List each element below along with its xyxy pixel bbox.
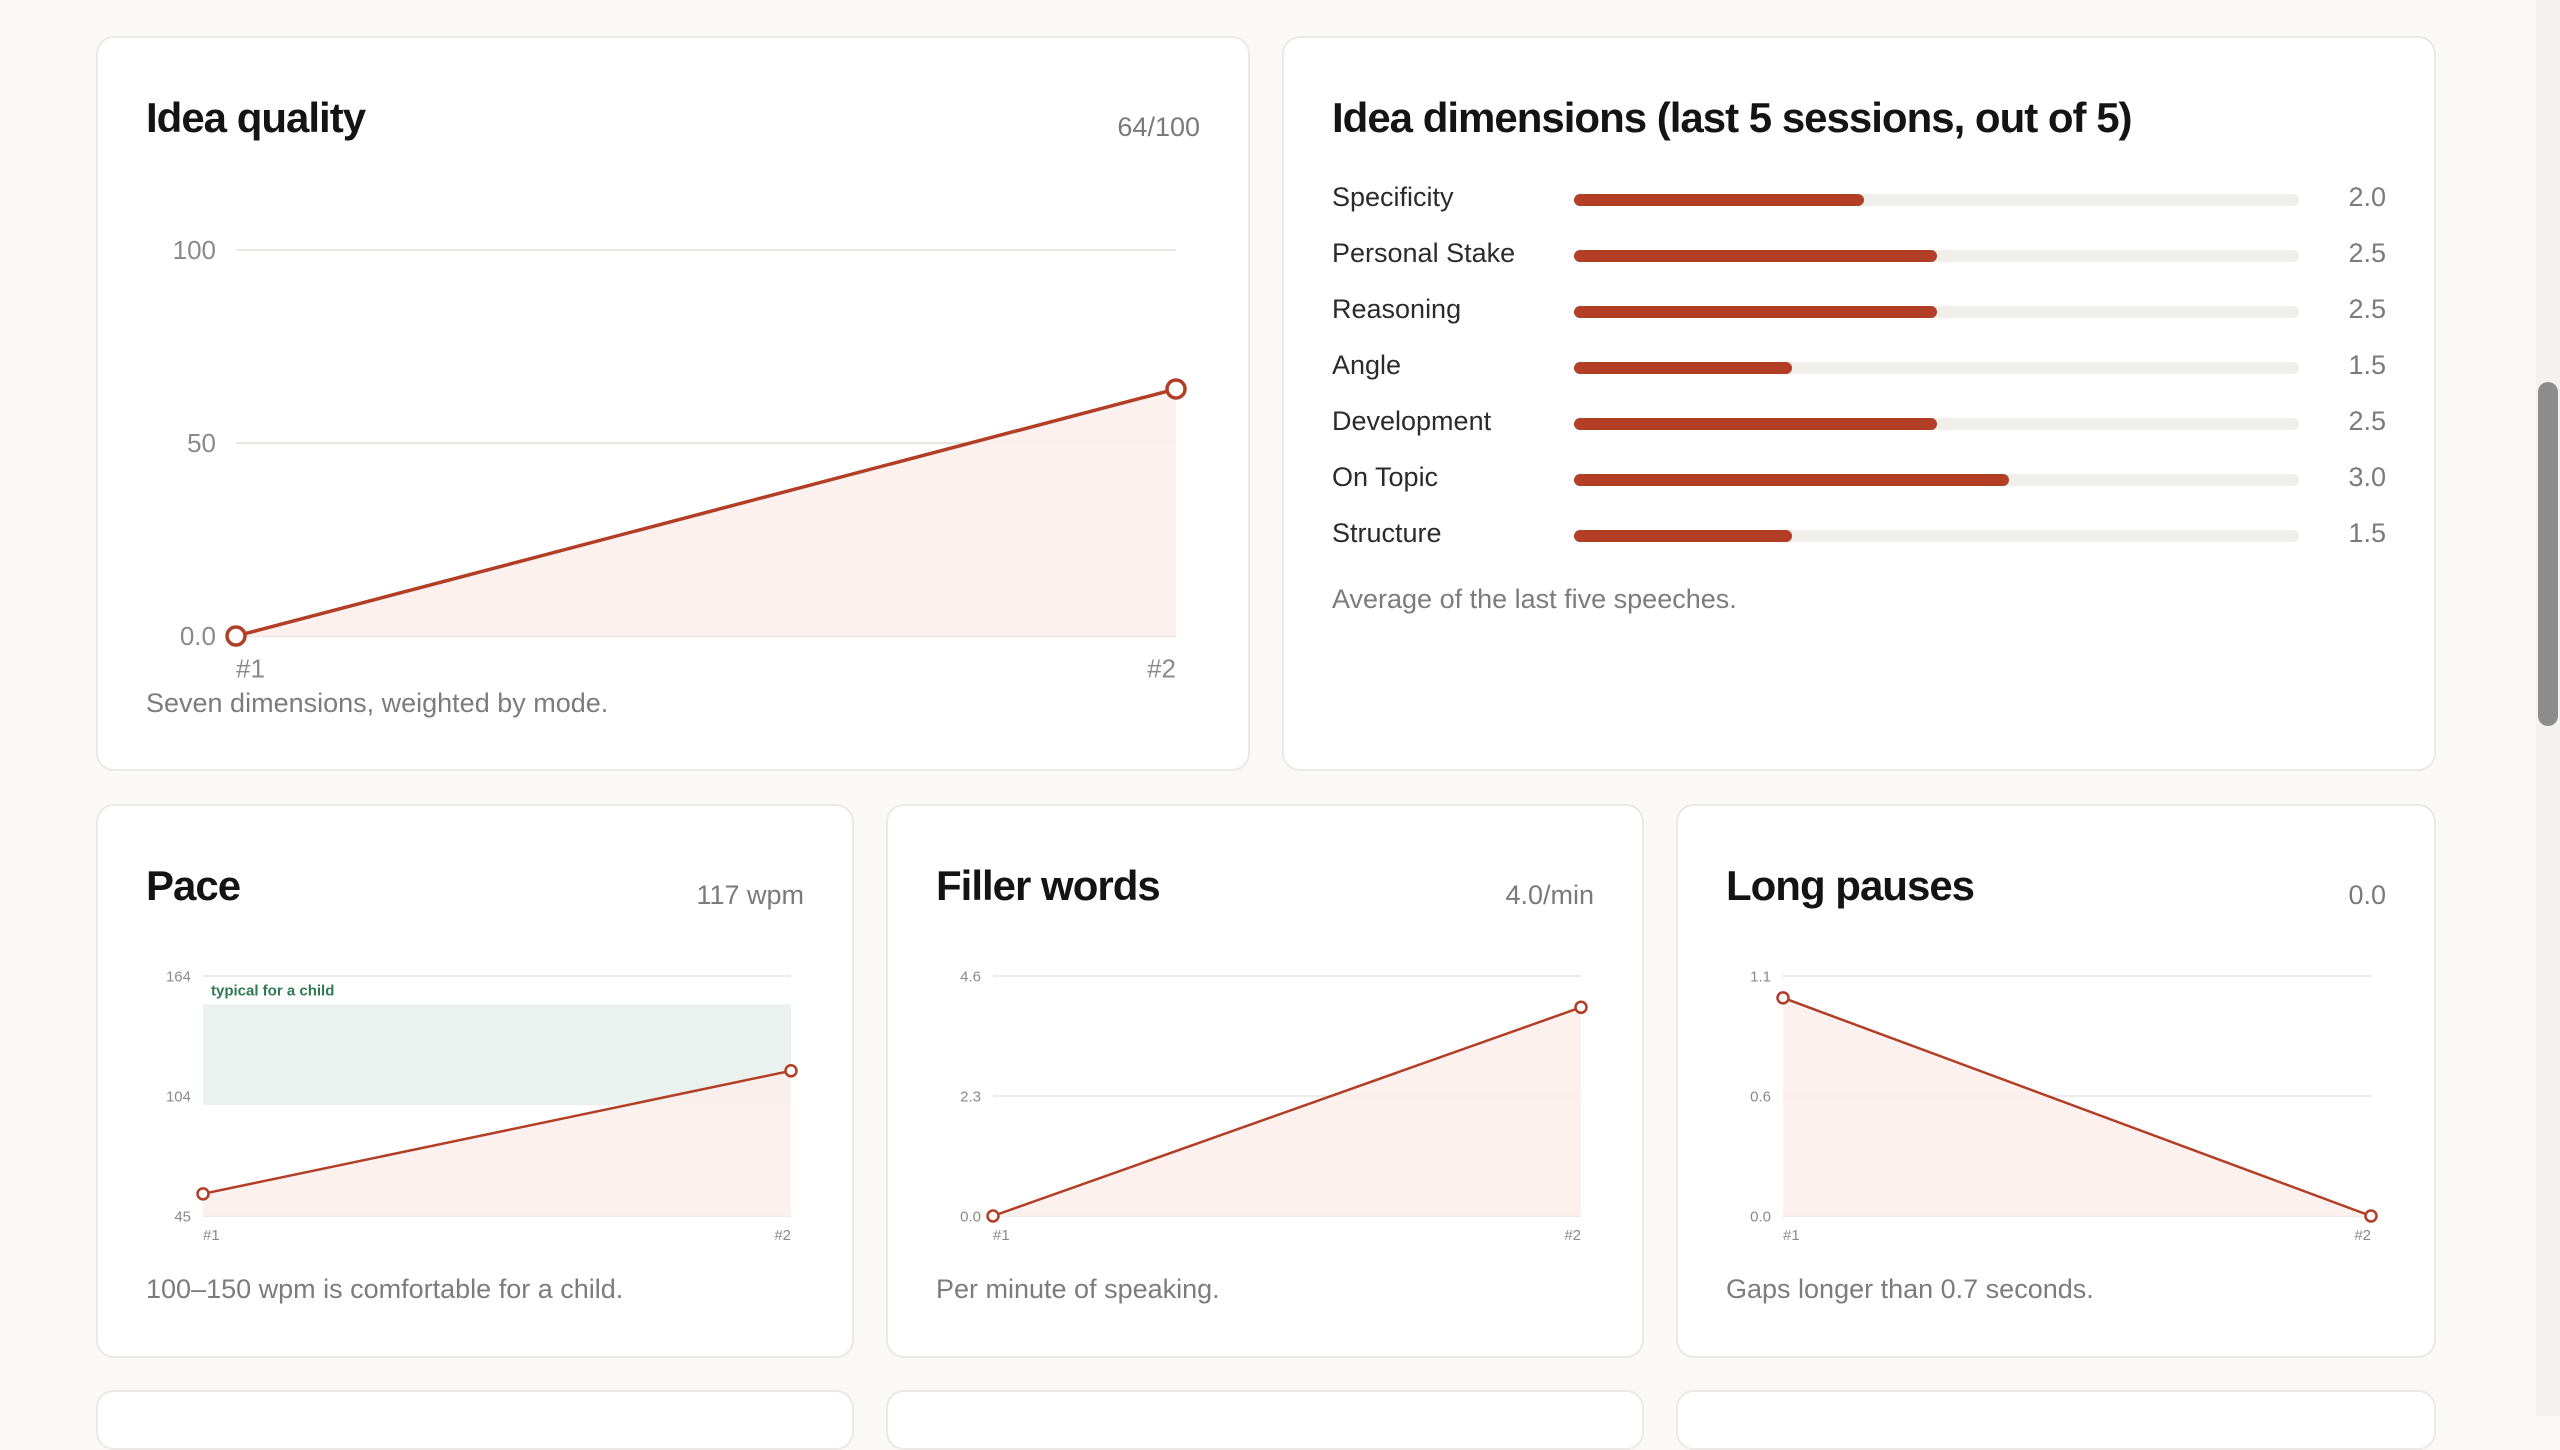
long-pauses-note: Gaps longer than 0.7 seconds.: [1726, 1274, 2094, 1304]
filler-words-chart: 0.0 2.3 4.6 #1 #2: [960, 968, 1588, 1244]
y-tick-label: 4.6: [960, 968, 981, 985]
series-line: [235, 387, 1177, 638]
dimension-label: Specificity: [1332, 182, 1454, 212]
dimension-bar-track: [1574, 418, 2299, 430]
dimension-bar: [1574, 474, 2009, 486]
y-tick-label: 50: [187, 428, 216, 458]
idea-quality-chart: 0.0 50 100 #1 #2: [173, 235, 1187, 684]
data-point: [2364, 1209, 2378, 1223]
idea-dimensions-title: Idea dimensions (last 5 sessions, out of…: [1332, 94, 2133, 141]
series-line: [202, 1069, 792, 1196]
x-tick-label: #2: [774, 1227, 791, 1244]
dimension-row: Development 2.5: [1284, 406, 2434, 446]
dimension-bar: [1574, 418, 1937, 430]
idea-dimensions-list: Specificity 2.0 Personal Stake 2.5 Reasoning…: [1284, 38, 2434, 769]
next-card-2: [886, 1390, 1644, 1450]
dimension-bar-track: [1574, 362, 2299, 374]
dimension-value: 1.5: [2348, 518, 2386, 548]
data-point: [1165, 378, 1187, 400]
y-tick-label: 45: [174, 1208, 191, 1225]
dimension-row: Reasoning 2.5: [1284, 294, 2434, 334]
x-tick-label: #1: [203, 1227, 220, 1244]
dimension-bar: [1574, 530, 1792, 542]
dimension-label: Angle: [1332, 350, 1402, 380]
data-point: [784, 1064, 798, 1078]
x-tick-label: #2: [2354, 1227, 2371, 1244]
data-point: [196, 1187, 210, 1201]
dimension-bar-track: [1574, 250, 2299, 262]
filler-words-card: Filler words 4.0/min 0.0 2.3 4.6 #1 #2 Per m…: [886, 804, 1644, 1358]
pace-card: Pace 117 wpm 45 104 164 typical for a child…: [96, 804, 854, 1358]
data-point: [1574, 1000, 1588, 1015]
y-tick-label: 1.1: [1750, 968, 1771, 985]
dimension-row: Specificity 2.0: [1284, 182, 2434, 222]
dimension-bar-track: [1574, 530, 2299, 542]
x-tick-label: #1: [993, 1227, 1010, 1244]
y-tick-label: 0.0: [180, 621, 216, 651]
dimension-value: 2.0: [2348, 182, 2386, 212]
series-area: [993, 1007, 1581, 1216]
pace-value: 117 wpm: [696, 880, 804, 910]
y-tick-label: 164: [166, 968, 191, 985]
next-card-1: [96, 1390, 854, 1450]
filler-words-title: Filler words: [936, 862, 1161, 909]
dimension-bar-track: [1574, 474, 2299, 486]
y-tick-label: 104: [166, 1088, 191, 1105]
dimension-value: 1.5: [2348, 350, 2386, 380]
data-point: [225, 625, 247, 647]
long-pauses-chart: 0.0 0.6 1.1 #1 #2: [1750, 968, 2378, 1244]
x-tick-label: #1: [1783, 1227, 1800, 1244]
y-tick-label: 2.3: [960, 1088, 981, 1105]
y-tick-label: 100: [173, 235, 216, 265]
dimension-row: On Topic 3.0: [1284, 462, 2434, 502]
dimension-row: Angle 1.5: [1284, 350, 2434, 390]
idea-quality-title: Idea quality: [146, 94, 366, 141]
series-area: [203, 1070, 791, 1216]
dimension-value: 2.5: [2348, 294, 2386, 324]
filler-words-value: 4.0/min: [1505, 880, 1594, 910]
dimension-bar: [1574, 306, 1937, 318]
scrollbar-thumb[interactable]: [2538, 382, 2558, 726]
y-tick-label: 0.0: [1750, 1208, 1771, 1225]
dimension-label: Reasoning: [1332, 294, 1462, 324]
y-tick-label: 0.0: [960, 1208, 981, 1225]
x-tick-label: #2: [1564, 1227, 1581, 1244]
typical-range-label: typical for a child: [211, 983, 334, 1000]
y-tick-label: 0.6: [1750, 1088, 1771, 1105]
long-pauses-value: 0.0: [2348, 880, 2386, 910]
pace-title: Pace: [146, 862, 241, 909]
dimension-value: 2.5: [2348, 238, 2386, 268]
dimension-row: Structure 1.5: [1284, 518, 2434, 558]
typical-range-band: [203, 1004, 791, 1106]
dimension-bar: [1574, 194, 1864, 206]
dimension-bar: [1574, 362, 1792, 374]
x-tick-label: #2: [1147, 654, 1176, 684]
dimension-bar-track: [1574, 306, 2299, 318]
filler-words-note: Per minute of speaking.: [936, 1274, 1220, 1304]
data-point: [986, 1209, 1000, 1223]
dimension-label: Personal Stake: [1332, 238, 1516, 268]
dimension-label: Development: [1332, 406, 1492, 436]
idea-quality-score: 64/100: [1117, 112, 1200, 142]
pace-chart: 45 104 164 typical for a child #1 #2: [166, 968, 798, 1244]
dimension-value: 3.0: [2348, 462, 2386, 492]
dimension-label: On Topic: [1332, 462, 1439, 492]
pace-note: 100–150 wpm is comfortable for a child.: [146, 1274, 624, 1304]
series-line: [992, 1006, 1582, 1218]
dimension-value: 2.5: [2348, 406, 2386, 436]
long-pauses-card: Long pauses 0.0 0.0 0.6 1.1 #1 #2 Gaps longe…: [1676, 804, 2436, 1358]
dimension-row: Personal Stake 2.5: [1284, 238, 2434, 278]
dimension-bar: [1574, 250, 1937, 262]
next-card-3: [1676, 1390, 2436, 1450]
idea-dimensions-card: Idea dimensions (last 5 sessions, out of…: [1282, 36, 2436, 771]
dimension-label: Structure: [1332, 518, 1442, 548]
x-tick-label: #1: [236, 654, 265, 684]
dimension-bar-track: [1574, 194, 2299, 206]
series-line: [1782, 996, 2372, 1218]
idea-dimensions-note: Average of the last five speeches.: [1332, 584, 1737, 614]
data-point: [1776, 991, 1790, 1005]
idea-quality-note: Seven dimensions, weighted by mode.: [146, 688, 609, 718]
idea-quality-card: Idea quality 64/100 0.0 50 100 #1 #2 Seven d…: [96, 36, 1250, 771]
long-pauses-title: Long pauses: [1726, 862, 1975, 909]
